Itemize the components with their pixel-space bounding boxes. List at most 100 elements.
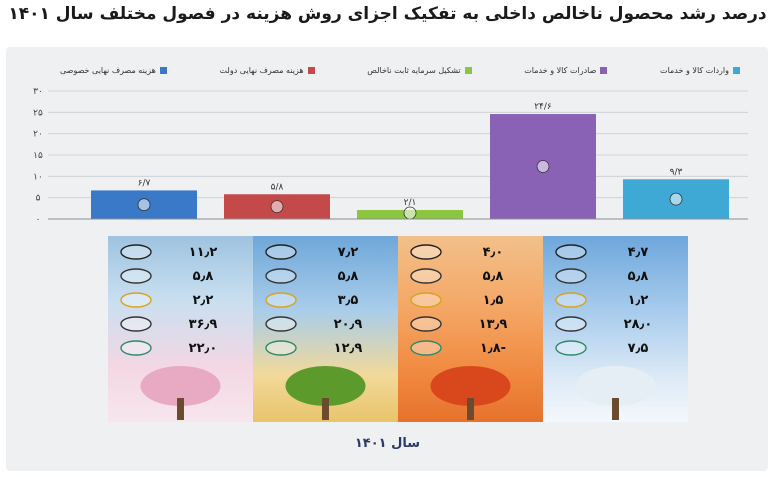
season-value: ۱٫۵ bbox=[482, 292, 504, 308]
season-value: -۱٫۸ bbox=[479, 340, 507, 356]
import-arrow-icon bbox=[118, 338, 154, 358]
y-tick-label: ۵ bbox=[36, 194, 41, 204]
legend-swatch bbox=[600, 66, 608, 74]
chart-footer: سال ۱۴۰۱ bbox=[354, 436, 421, 451]
season-row: ۱٫۵ bbox=[398, 288, 543, 312]
season-winter: ۴٫۷ ۵٫۸ ۱٫۲ ۲۸٫۰ ۷٫۵ bbox=[543, 236, 688, 422]
season-row: ۱۱٫۲ bbox=[108, 240, 253, 264]
season-value: ۲۸٫۰ bbox=[623, 316, 653, 332]
chart-legend: هزینه مصرف نهایی خصوصی هزینه مصرف نهایی … bbox=[60, 62, 740, 78]
season-row: ۲۸٫۰ bbox=[543, 312, 688, 336]
government-building-icon bbox=[408, 266, 444, 286]
season-value: ۵٫۸ bbox=[192, 268, 214, 284]
bar-value-label: ۹/۳ bbox=[670, 167, 683, 177]
legend-item-exports: صادرات کالا و خدمات bbox=[524, 62, 608, 78]
legend-item-imports: واردات کالا و خدمات bbox=[660, 62, 740, 78]
season-value: ۴٫۷ bbox=[627, 244, 649, 260]
season-row: ۷٫۵ bbox=[543, 336, 688, 360]
legend-swatch bbox=[307, 66, 315, 74]
government-building-icon bbox=[118, 266, 154, 286]
season-row: ۳٫۵ bbox=[253, 288, 398, 312]
season-row: -۱٫۸ bbox=[398, 336, 543, 360]
season-value: ۱۱٫۲ bbox=[188, 244, 218, 260]
globe-export-icon bbox=[408, 314, 444, 334]
season-row: ۳۶٫۹ bbox=[108, 312, 253, 336]
seasonal-breakdown: ۱۱٫۲ ۵٫۸ ۲٫۲ ۳۶٫۹ ۲۲٫۰ ۷٫۲ ۵٫۸ ۳٫۵ ۲۰٫۹ ۱۲٫۹ ۴٫۰… bbox=[108, 236, 688, 422]
y-tick-label: ۲۵ bbox=[33, 108, 43, 118]
legend-item-government: هزینه مصرف نهایی دولت bbox=[220, 62, 315, 78]
legend-swatch bbox=[159, 66, 167, 74]
legend-swatch bbox=[733, 66, 740, 74]
season-row: ۷٫۲ bbox=[253, 240, 398, 264]
season-row: ۴٫۷ bbox=[543, 240, 688, 264]
globe-export-icon bbox=[263, 314, 299, 334]
season-summer: ۷٫۲ ۵٫۸ ۳٫۵ ۲۰٫۹ ۱۲٫۹ bbox=[253, 236, 398, 422]
season-row: ۲۰٫۹ bbox=[253, 312, 398, 336]
bar-value-label: ۲/۱ bbox=[404, 198, 417, 208]
season-value: ۷٫۲ bbox=[337, 244, 359, 260]
season-value: ۳۶٫۹ bbox=[188, 316, 218, 332]
season-value: ۲۰٫۹ bbox=[333, 316, 363, 332]
legend-label: واردات کالا و خدمات bbox=[660, 65, 729, 75]
season-value: ۴٫۰ bbox=[482, 244, 504, 260]
y-tick-label: ۱۵ bbox=[33, 151, 43, 161]
legend-swatch bbox=[464, 66, 472, 74]
coins-plant-icon bbox=[553, 290, 589, 310]
season-spring: ۱۱٫۲ ۵٫۸ ۲٫۲ ۳۶٫۹ ۲۲٫۰ bbox=[108, 236, 253, 422]
coins-plant-icon bbox=[408, 290, 444, 310]
chart-title: درصد رشد محصول ناخالص داخلی به تفکیک اجز… bbox=[8, 4, 767, 24]
season-value: ۱٫۲ bbox=[627, 292, 649, 308]
season-row: ۵٫۸ bbox=[398, 264, 543, 288]
bar-value-label: ۵/۸ bbox=[271, 182, 284, 192]
house-family-icon bbox=[137, 198, 151, 212]
season-value: ۲۲٫۰ bbox=[188, 340, 218, 356]
bar-value-label: ۶/۷ bbox=[138, 178, 151, 188]
season-value: ۱۳٫۹ bbox=[478, 316, 508, 332]
season-value: ۵٫۸ bbox=[337, 268, 359, 284]
globe-export-icon bbox=[553, 314, 589, 334]
season-row: ۲۲٫۰ bbox=[108, 336, 253, 360]
season-row: ۵٫۸ bbox=[543, 264, 688, 288]
government-building-icon bbox=[553, 266, 589, 286]
import-arrow-icon bbox=[263, 338, 299, 358]
house-family-icon bbox=[408, 242, 444, 262]
season-row: ۴٫۰ bbox=[398, 240, 543, 264]
legend-item-private: هزینه مصرف نهایی خصوصی bbox=[60, 62, 167, 78]
season-value: ۷٫۵ bbox=[627, 340, 649, 356]
house-family-icon bbox=[118, 242, 154, 262]
tree-icon bbox=[427, 362, 514, 420]
legend-label: صادرات کالا و خدمات bbox=[524, 65, 597, 75]
season-value: ۵٫۸ bbox=[482, 268, 504, 284]
season-value: ۳٫۵ bbox=[337, 292, 359, 308]
tree-icon bbox=[572, 362, 659, 420]
import-arrow-icon bbox=[408, 338, 444, 358]
season-value: ۱۲٫۹ bbox=[333, 340, 363, 356]
season-row: ۵٫۸ bbox=[253, 264, 398, 288]
season-value: ۵٫۸ bbox=[627, 268, 649, 284]
legend-item-capital: تشکیل سرمایه ثابت ناخالص bbox=[367, 62, 472, 78]
tree-icon bbox=[137, 362, 224, 420]
legend-label: هزینه مصرف نهایی خصوصی bbox=[60, 65, 156, 75]
government-building-icon bbox=[263, 266, 299, 286]
season-row: ۱٫۲ bbox=[543, 288, 688, 312]
y-tick-label: ۳۰ bbox=[33, 87, 43, 97]
season-row: ۱۲٫۹ bbox=[253, 336, 398, 360]
globe-export-icon bbox=[118, 314, 154, 334]
globe-export-icon bbox=[536, 160, 550, 173]
legend-label: تشکیل سرمایه ثابت ناخالص bbox=[367, 65, 461, 75]
season-row: ۵٫۸ bbox=[108, 264, 253, 288]
season-row: ۱۳٫۹ bbox=[398, 312, 543, 336]
season-value: ۲٫۲ bbox=[192, 292, 214, 308]
house-family-icon bbox=[263, 242, 299, 262]
legend-label: هزینه مصرف نهایی دولت bbox=[219, 65, 304, 75]
coins-plant-icon bbox=[263, 290, 299, 310]
coins-plant-icon bbox=[118, 290, 154, 310]
season-autumn: ۴٫۰ ۵٫۸ ۱٫۵ ۱۳٫۹ -۱٫۸ bbox=[398, 236, 543, 422]
y-tick-label: ۱۰ bbox=[33, 172, 43, 182]
y-tick-label: ۲۰ bbox=[33, 130, 43, 140]
tree-icon bbox=[282, 362, 369, 420]
government-building-icon bbox=[270, 200, 284, 214]
house-family-icon bbox=[553, 242, 589, 262]
bar-value-label: ۲۴/۶ bbox=[534, 102, 552, 112]
